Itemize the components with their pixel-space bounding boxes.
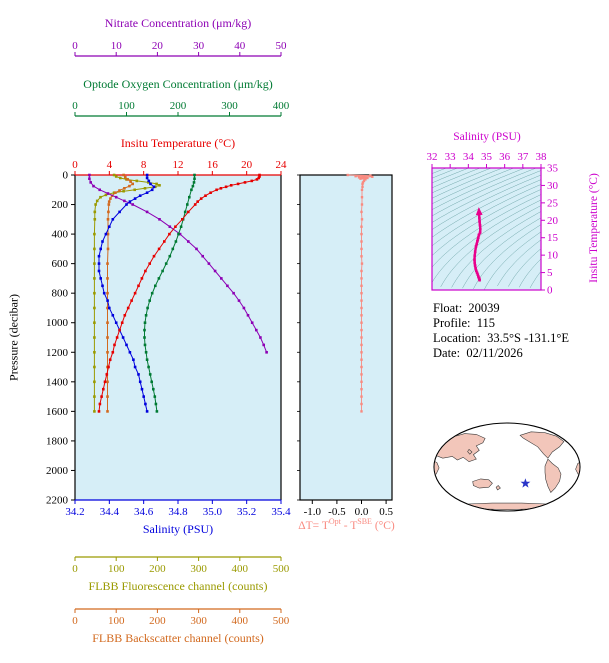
svg-text:35.4: 35.4: [271, 506, 291, 518]
svg-text:400: 400: [273, 100, 290, 112]
svg-text:16: 16: [207, 159, 219, 171]
svg-text:38: 38: [536, 151, 548, 163]
svg-text:0.5: 0.5: [379, 506, 393, 518]
svg-text:1200: 1200: [46, 347, 69, 359]
svg-text:500: 500: [273, 615, 290, 627]
svg-text:0: 0: [72, 563, 78, 575]
svg-text:8: 8: [141, 159, 147, 171]
svg-text:36: 36: [499, 151, 511, 163]
svg-text:34.6: 34.6: [134, 506, 154, 518]
svg-text:100: 100: [108, 615, 125, 627]
svg-text:100: 100: [108, 563, 125, 575]
svg-text:300: 300: [190, 615, 207, 627]
svg-text:200: 200: [149, 615, 166, 627]
svg-text:2200: 2200: [46, 495, 69, 507]
svg-text:30: 30: [193, 40, 205, 52]
svg-text:0: 0: [547, 285, 553, 297]
svg-text:40: 40: [234, 40, 246, 52]
delta-t-label-part-b: - T: [340, 519, 358, 532]
svg-text:33: 33: [445, 151, 457, 163]
svg-text:200: 200: [52, 199, 69, 211]
world-map: [433, 422, 581, 512]
svg-text:0.0: 0.0: [355, 506, 369, 518]
svg-text:0: 0: [72, 615, 78, 627]
float-id-line: Float: 20039: [433, 301, 500, 315]
svg-text:-0.5: -0.5: [328, 506, 346, 518]
profile-number-line: Profile: 115: [433, 316, 496, 330]
svg-text:32: 32: [427, 151, 438, 163]
svg-text:35: 35: [547, 163, 559, 175]
delta-t-label-sup-opt: Opt: [328, 517, 341, 526]
nitrate-axis-title: Nitrate Concentration (μm/kg): [104, 16, 252, 30]
svg-text:12: 12: [173, 159, 184, 171]
svg-text:800: 800: [52, 288, 69, 300]
svg-text:34: 34: [463, 151, 475, 163]
delta-t-axis-title: ΔT= TOpt - TSBE (°C): [276, 517, 417, 532]
svg-text:400: 400: [52, 229, 69, 241]
svg-text:34.4: 34.4: [100, 506, 120, 518]
svg-text:4: 4: [107, 159, 113, 171]
delta-t-label-sup-sbe: SBE: [357, 517, 372, 526]
svg-text:35.0: 35.0: [203, 506, 223, 518]
svg-text:300: 300: [190, 563, 207, 575]
ts-panel: 32 33 34 35 36 37 38 0 5 10 15 20 25 30 35: [427, 151, 559, 297]
salinity-axis-title: Salinity (PSU): [142, 522, 214, 536]
delta-t-label-part-c: (°C): [371, 519, 395, 532]
svg-text:34.8: 34.8: [168, 506, 188, 518]
series-flbb-backscatter: [107, 174, 134, 412]
float-info-block: Float: 20039 Profile: 115 Location: 33.5…: [433, 301, 569, 361]
delta-t-panel: -1.0 -0.5 0.0 0.5: [297, 173, 393, 518]
backscatter-axis-title: FLBB Backscatter channel (counts): [92, 631, 264, 645]
oxygen-axis-title: Optode Oxygen Concentration (μm/kg): [83, 77, 273, 91]
svg-text:600: 600: [52, 258, 69, 270]
profile-panel: 0200400600800100012001400160018002000220…: [46, 40, 291, 627]
svg-text:1400: 1400: [46, 376, 69, 388]
svg-text:30: 30: [547, 180, 559, 192]
svg-text:300: 300: [221, 100, 238, 112]
svg-text:24: 24: [276, 159, 288, 171]
svg-text:1600: 1600: [46, 406, 69, 418]
svg-text:15: 15: [547, 232, 559, 244]
svg-text:50: 50: [276, 40, 288, 52]
svg-text:20: 20: [547, 215, 559, 227]
svg-text:0: 0: [72, 100, 78, 112]
delta-t-label-part-a: ΔT= T: [298, 519, 329, 532]
ts-salinity-axis-title: Salinity (PSU): [453, 131, 521, 143]
svg-text:10: 10: [547, 250, 559, 262]
svg-text:25: 25: [547, 197, 559, 209]
svg-text:37: 37: [517, 151, 529, 163]
fluorescence-axis-title: FLBB Fluorescence channel (counts): [88, 579, 268, 593]
svg-text:100: 100: [118, 100, 135, 112]
svg-text:0: 0: [72, 40, 78, 52]
svg-text:0: 0: [72, 159, 78, 171]
svg-text:200: 200: [170, 100, 187, 112]
svg-text:5: 5: [547, 267, 553, 279]
pressure-axis-title: Pressure (decibar): [6, 294, 21, 381]
svg-text:35.2: 35.2: [237, 506, 256, 518]
svg-text:1800: 1800: [46, 435, 69, 447]
svg-text:400: 400: [232, 615, 249, 627]
svg-text:20: 20: [241, 159, 253, 171]
svg-text:10: 10: [111, 40, 123, 52]
svg-text:400: 400: [232, 563, 249, 575]
ts-temperature-axis-title: Insitu Temperature (°C): [588, 173, 600, 283]
location-line: Location: 33.5°S -131.1°E: [433, 331, 570, 345]
svg-text:35: 35: [481, 151, 493, 163]
svg-text:1000: 1000: [46, 317, 69, 329]
float-location-star-icon: [520, 478, 531, 488]
temperature-axis-title: Insitu Temperature (°C): [120, 136, 236, 150]
svg-text:2000: 2000: [46, 465, 69, 477]
svg-text:500: 500: [273, 563, 290, 575]
svg-text:20: 20: [152, 40, 164, 52]
continents: [434, 428, 580, 511]
svg-text:-1.0: -1.0: [304, 506, 322, 518]
date-line: Date: 02/11/2026: [433, 346, 523, 360]
svg-text:34.2: 34.2: [65, 506, 84, 518]
ts-arrow-icon: [475, 207, 483, 216]
svg-text:0: 0: [63, 170, 69, 182]
svg-text:200: 200: [149, 563, 166, 575]
